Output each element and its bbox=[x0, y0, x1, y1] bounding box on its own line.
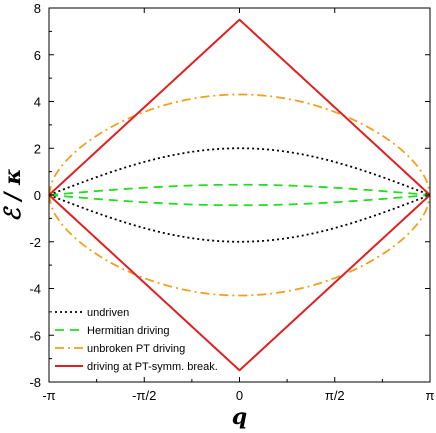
y-axis-label: ℰ / κ bbox=[0, 168, 26, 221]
y-tick-label: 8 bbox=[34, 1, 41, 16]
series-line-unbroken-pt-driving-upper bbox=[49, 93, 430, 196]
y-tick-label: 4 bbox=[34, 95, 41, 110]
series-line-hermitian-driving-upper bbox=[49, 183, 430, 196]
y-tick-label: -2 bbox=[29, 235, 41, 250]
series-line-undriven-upper bbox=[49, 147, 430, 196]
series-line-undriven-lower bbox=[49, 194, 430, 243]
legend-label-hermitian-driving: Hermitian driving bbox=[87, 325, 170, 337]
legend: undriven Hermitian driving unbroken PT dri… bbox=[55, 307, 218, 373]
x-tick-label: 0 bbox=[236, 388, 243, 403]
x-tick-label: -π/2 bbox=[132, 388, 156, 403]
axes: -8 -6 -4 -2 0 2 4 6 8 -π -π/2 0 π/2 π bbox=[29, 1, 434, 403]
y-tick-label: 6 bbox=[34, 48, 41, 63]
plot-area bbox=[49, 18, 430, 372]
series-line-hermitian-driving-lower bbox=[49, 194, 430, 207]
legend-label-undriven: undriven bbox=[87, 307, 129, 319]
x-tick-label: π bbox=[426, 388, 435, 403]
y-tick-label: 0 bbox=[34, 188, 41, 203]
y-tick-label: -4 bbox=[29, 282, 41, 297]
y-tick-label: -8 bbox=[29, 375, 41, 390]
y-tick-label: -6 bbox=[29, 328, 41, 343]
series-line-driving-at-pt-symm-break-lower bbox=[49, 194, 430, 372]
y-tick-label: 2 bbox=[34, 141, 41, 156]
series-line-driving-at-pt-symm-break-upper bbox=[49, 18, 430, 196]
legend-label-unbroken-pt-driving: unbroken PT driving bbox=[87, 343, 185, 355]
x-tick-label: π/2 bbox=[325, 388, 345, 403]
x-tick-label: -π bbox=[42, 388, 55, 403]
x-axis-label: q bbox=[232, 404, 247, 430]
legend-label-driving-at-pt-symm-break: driving at PT-symm. break. bbox=[87, 361, 218, 373]
series-line-unbroken-pt-driving-lower bbox=[49, 194, 430, 297]
